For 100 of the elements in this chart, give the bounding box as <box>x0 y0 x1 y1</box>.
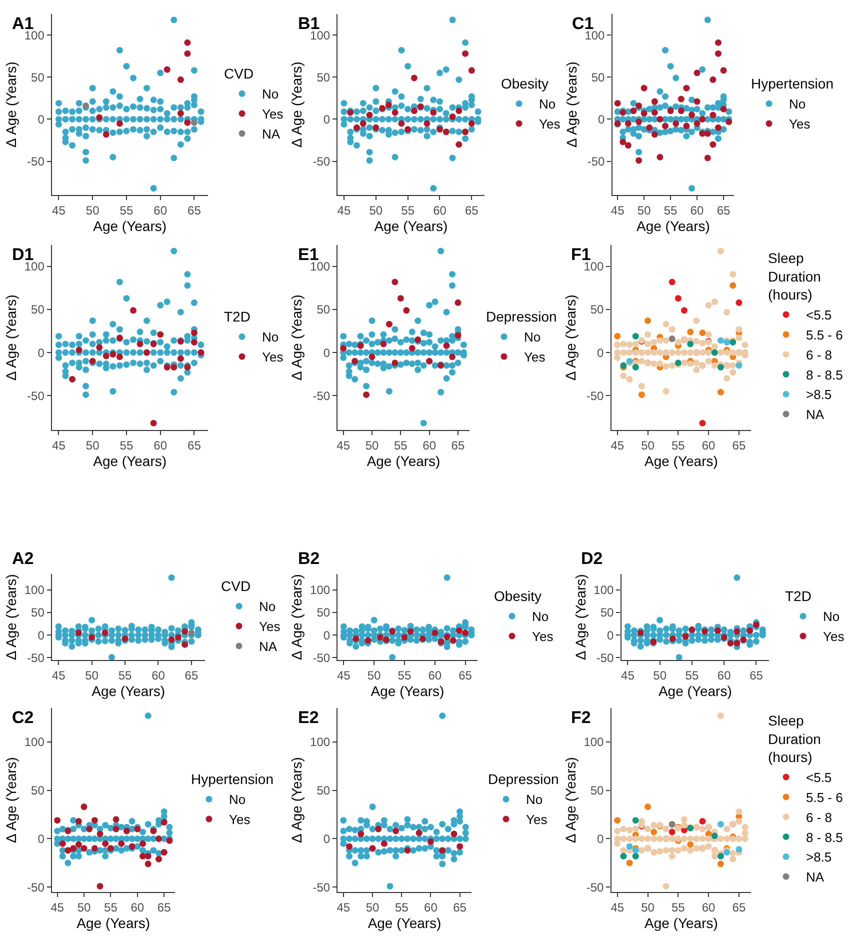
legend-label: 6 - 8 <box>806 347 832 362</box>
x-tick-label: 55 <box>394 438 408 453</box>
point <box>720 67 727 74</box>
x-tick-label: 50 <box>77 900 91 915</box>
legend-label: Yes <box>789 116 811 132</box>
point <box>727 640 734 646</box>
point <box>360 120 366 127</box>
x-tick-label: 65 <box>750 668 764 683</box>
chart-title: F2 <box>571 708 591 727</box>
point <box>674 295 682 302</box>
point <box>408 345 416 352</box>
point <box>624 120 632 127</box>
point <box>468 67 475 74</box>
point <box>184 119 191 126</box>
y-axis-title: Δ Age (Years) <box>2 574 19 660</box>
x-tick-label: 50 <box>367 668 382 683</box>
chart-title: B2 <box>298 549 320 568</box>
point <box>614 332 621 340</box>
point <box>401 634 408 641</box>
y-tick-label: 0 <box>597 346 604 360</box>
x-tick-label: 50 <box>369 204 383 218</box>
y-tick-label: -50 <box>312 154 330 169</box>
point <box>123 828 130 834</box>
point <box>358 830 364 838</box>
x-tick-label: 50 <box>365 438 379 453</box>
x-tick-label: 55 <box>401 204 415 218</box>
legend-title: Depression <box>488 771 559 788</box>
point <box>656 154 664 160</box>
x-tick-label: 45 <box>610 204 625 218</box>
point <box>177 355 184 362</box>
x-tick-label: 65 <box>464 204 479 218</box>
x-tick-label: 50 <box>85 668 99 683</box>
x-tick-label: 60 <box>702 438 716 453</box>
y-tick-label: 0 <box>607 628 614 642</box>
legend-title: Obesity <box>494 588 542 604</box>
y-tick-label: 50 <box>31 70 45 84</box>
point <box>626 843 633 850</box>
point <box>190 119 198 126</box>
x-tick-label: 45 <box>337 204 351 218</box>
point <box>699 420 706 426</box>
x-tick-label: 45 <box>52 204 66 218</box>
point <box>711 832 718 840</box>
x-tick-label: 50 <box>653 668 667 683</box>
point <box>392 109 398 116</box>
x-tick-label: 55 <box>394 900 409 915</box>
point <box>694 70 700 76</box>
point <box>346 843 352 850</box>
y-tick-label: 0 <box>38 112 45 126</box>
y-axis-title: Δ Age (Years) <box>2 757 19 843</box>
legend-label: 5.5 - 6 <box>806 790 843 806</box>
y-tick-label: 50 <box>316 302 330 317</box>
x-axis-title: Age (Years) <box>366 452 440 469</box>
legend-title: Depression <box>486 308 557 325</box>
x-tick-label: 45 <box>610 900 624 915</box>
point <box>640 110 648 117</box>
x-tick-label: 55 <box>664 204 678 218</box>
legend-label: <5.5 <box>806 770 832 786</box>
y-tick-label: -50 <box>312 650 330 665</box>
x-tick-label: 55 <box>104 900 118 915</box>
x-tick-label: 60 <box>702 900 716 915</box>
point <box>704 154 711 162</box>
point <box>116 354 123 360</box>
point <box>427 838 434 845</box>
x-tick-label: 50 <box>637 204 652 218</box>
point <box>144 860 152 868</box>
y-tick-label: -50 <box>27 388 45 403</box>
x-tick-label: 65 <box>157 900 172 915</box>
point <box>416 830 422 836</box>
y-tick-label: 0 <box>38 346 45 360</box>
x-tick-label: 50 <box>641 900 655 915</box>
point <box>86 826 93 832</box>
point <box>96 882 104 890</box>
point <box>632 817 639 824</box>
x-tick-label: 55 <box>398 668 412 683</box>
point <box>184 39 191 46</box>
x-tick-label: 60 <box>428 668 442 683</box>
point <box>144 852 152 860</box>
y-tick-label: 100 <box>584 735 604 750</box>
legend-title: CVD <box>224 66 254 82</box>
point <box>177 110 184 117</box>
legend-label: Yes <box>532 629 554 644</box>
y-tick-label: 50 <box>31 302 45 317</box>
legend-label: No <box>823 609 840 624</box>
legend-label: NA <box>262 126 280 142</box>
y-tick-label: 100 <box>24 260 45 274</box>
legend-label: Yes <box>262 350 284 365</box>
y-axis-title: Δ Age (Years) <box>2 294 19 380</box>
x-axis-title: Age (Years) <box>636 218 710 234</box>
point <box>410 108 418 114</box>
x-tick-label: 45 <box>50 900 64 915</box>
legend-label: No <box>259 599 276 614</box>
legend-label: Yes <box>823 629 845 644</box>
point <box>714 124 722 131</box>
x-tick-label: 60 <box>154 204 168 218</box>
x-tick-label: 65 <box>184 668 198 683</box>
legend-title: T2D <box>224 308 250 325</box>
point <box>368 354 376 360</box>
point <box>736 362 742 369</box>
legend-label: 8 - 8.5 <box>806 830 843 845</box>
y-tick-label: -50 <box>312 388 330 403</box>
